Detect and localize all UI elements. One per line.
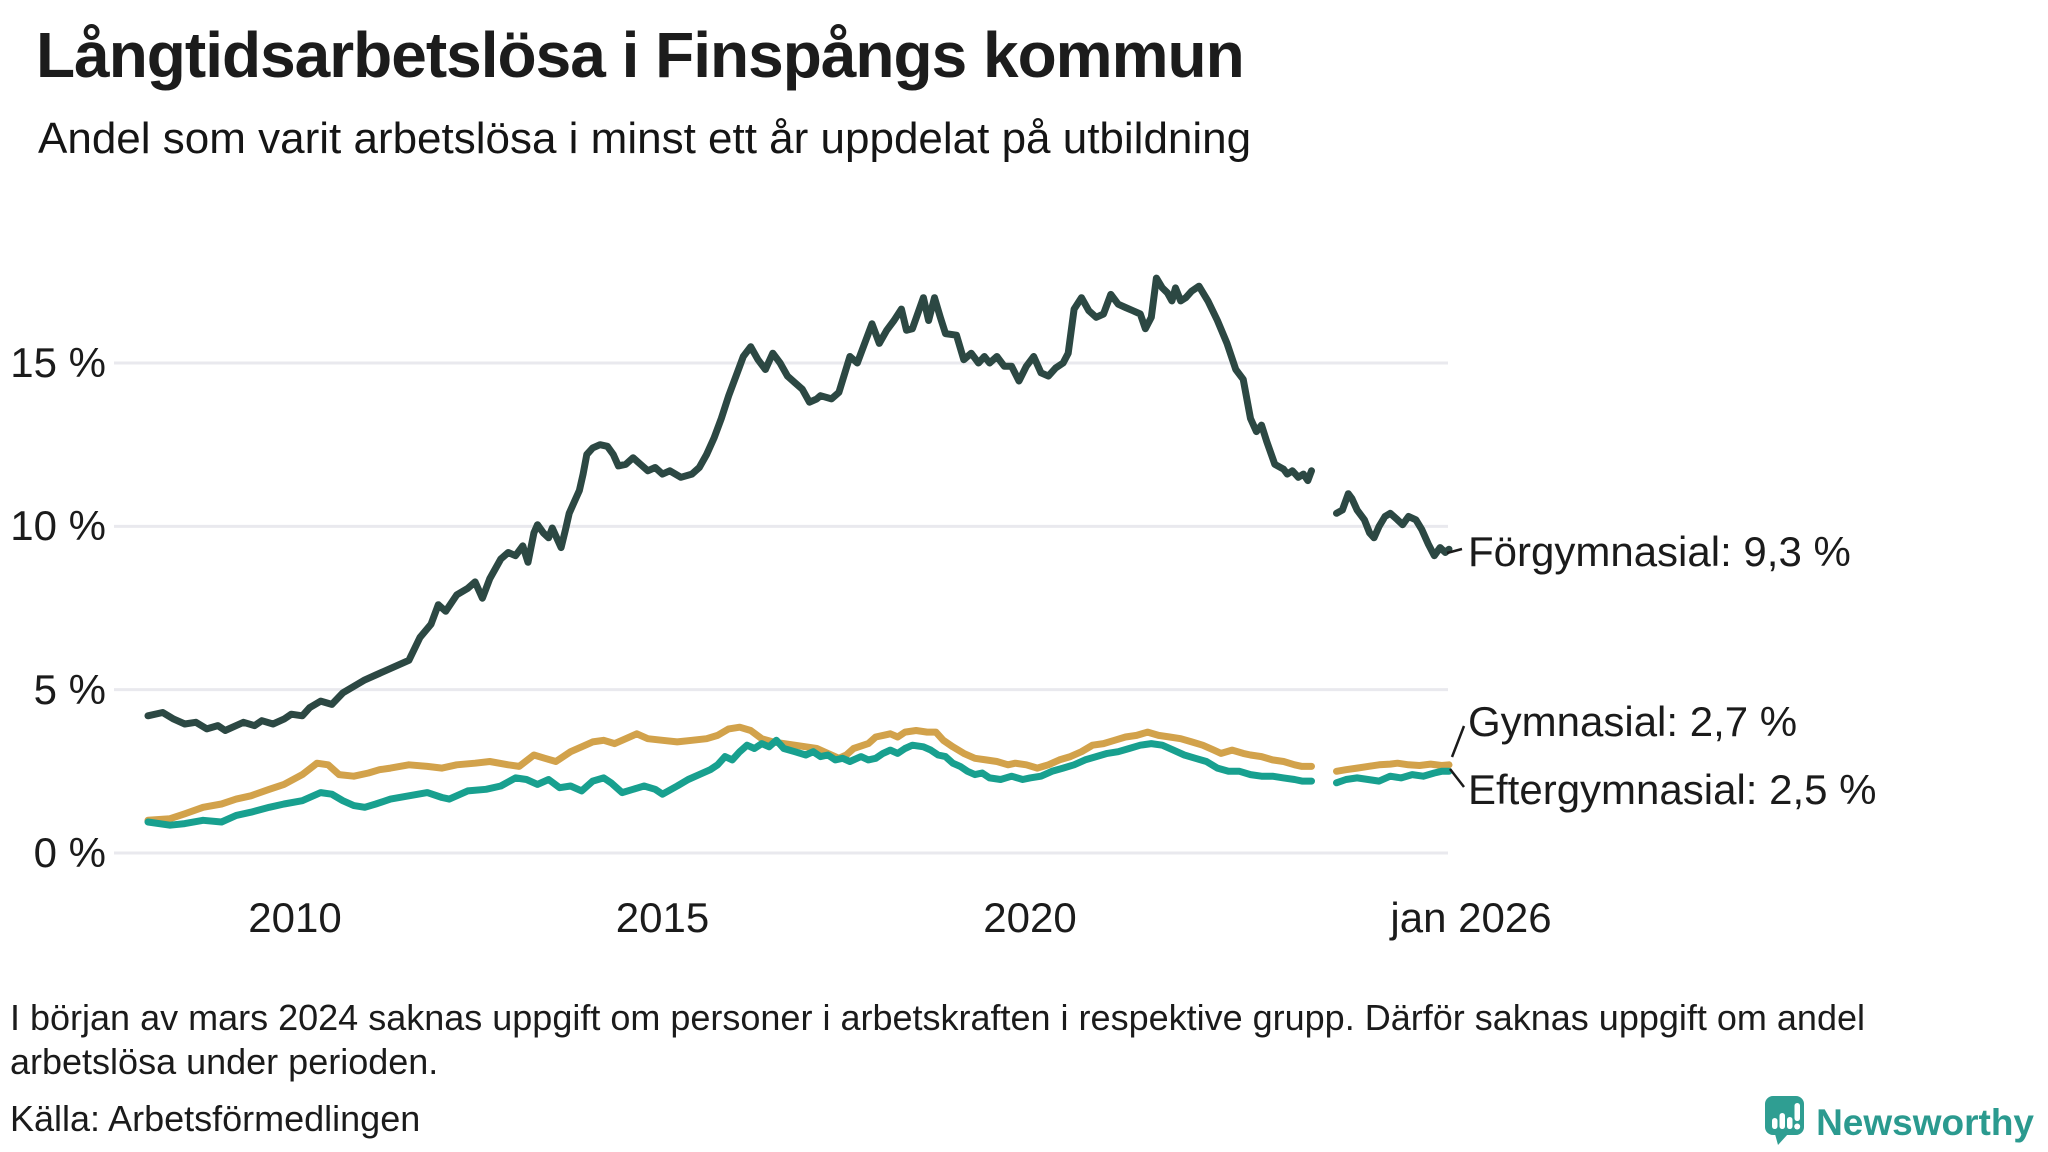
y-tick-label-10: 10 % [10, 502, 106, 550]
y-tick-label-15: 15 % [10, 338, 106, 386]
label-leader-lines [1446, 547, 1466, 788]
x-tick-label-2026: jan 2026 [1390, 894, 1552, 941]
newsworthy-wordmark: Newsworthy [1816, 1101, 2034, 1143]
series-end-label-forgymnasial: Förgymnasial: 9,3 % [1468, 528, 1851, 575]
leader-line-gymnasial [1450, 725, 1466, 758]
series-line-gymnasial [144, 723, 1453, 824]
leader-line-eftergymnasial [1449, 768, 1465, 788]
series-lines [144, 274, 1453, 829]
newsworthy-branding: Newsworthy [1764, 1094, 2034, 1151]
series-end-label-gymnasial: Gymnasial: 2,7 % [1468, 698, 1798, 745]
footnote: I början av mars 2024 saknas uppgift om … [10, 997, 1865, 1082]
leader-line-forgymnasial [1446, 547, 1463, 555]
series-line-förgymnasial [144, 274, 1453, 734]
series-line-eftergymnasial [144, 736, 1453, 829]
x-tick-label-2010: 2010 [248, 894, 342, 941]
gridlines [114, 361, 1448, 855]
x-tick-label-2020: 2020 [983, 894, 1077, 941]
page-title: Långtidsarbetslösa i Finspångs kommun [36, 19, 1245, 91]
y-tick-label-0: 0 % [33, 829, 106, 876]
y-tick-label-5: 5 % [33, 665, 106, 713]
source-label: Källa: Arbetsförmedlingen [10, 1098, 421, 1139]
x-tick-label-2015: 2015 [615, 894, 710, 941]
newsworthy-logo-icon [1764, 1094, 1806, 1151]
series-end-label-eftergymnasial: Eftergymnasial: 2,5 % [1468, 766, 1877, 813]
page-subtitle: Andel som varit arbetslösa i minst ett å… [38, 114, 1252, 163]
